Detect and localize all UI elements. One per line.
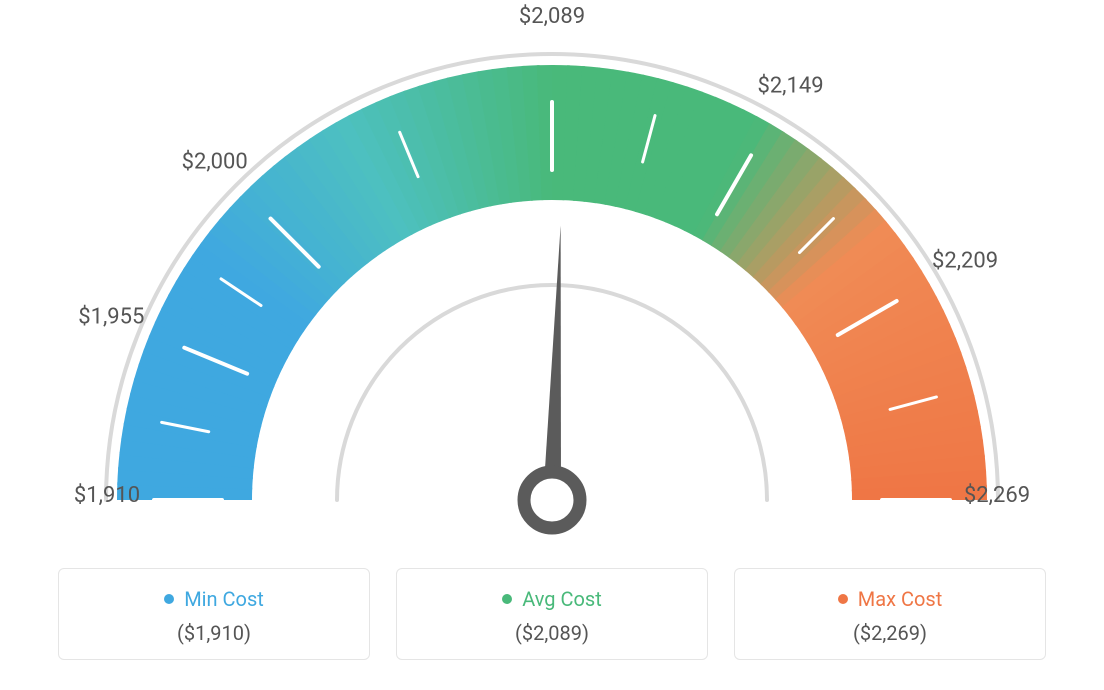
svg-text:$2,089: $2,089 <box>519 4 585 29</box>
bullet-icon <box>838 594 848 604</box>
legend-row: Min Cost ($1,910) Avg Cost ($2,089) Max … <box>0 568 1104 660</box>
bullet-icon <box>164 594 174 604</box>
legend-card-max: Max Cost ($2,269) <box>734 568 1046 660</box>
svg-text:$1,955: $1,955 <box>78 304 144 329</box>
legend-label-text: Max Cost <box>858 587 943 611</box>
legend-label-max: Max Cost <box>838 587 943 611</box>
svg-text:$2,269: $2,269 <box>964 483 1030 508</box>
gauge-chart: $1,910 $1,955 $2,000 $2,089 $2,149 $2,209 $2,2… <box>0 0 1104 540</box>
legend-value-max: ($2,269) <box>735 621 1045 645</box>
legend-label-text: Avg Cost <box>522 587 602 611</box>
legend-value-min: ($1,910) <box>59 621 369 645</box>
svg-text:$2,209: $2,209 <box>932 248 998 273</box>
legend-value-avg: ($2,089) <box>397 621 707 645</box>
svg-text:$1,910: $1,910 <box>74 483 140 508</box>
legend-label-text: Min Cost <box>184 587 264 611</box>
bullet-icon <box>502 594 512 604</box>
legend-label-avg: Avg Cost <box>502 587 602 611</box>
legend-label-min: Min Cost <box>164 587 264 611</box>
svg-text:$2,149: $2,149 <box>757 74 823 99</box>
legend-card-avg: Avg Cost ($2,089) <box>396 568 708 660</box>
legend-card-min: Min Cost ($1,910) <box>58 568 370 660</box>
gauge-svg: $1,910 $1,955 $2,000 $2,089 $2,149 $2,209 $2,2… <box>0 0 1104 560</box>
svg-text:$2,000: $2,000 <box>182 150 248 175</box>
